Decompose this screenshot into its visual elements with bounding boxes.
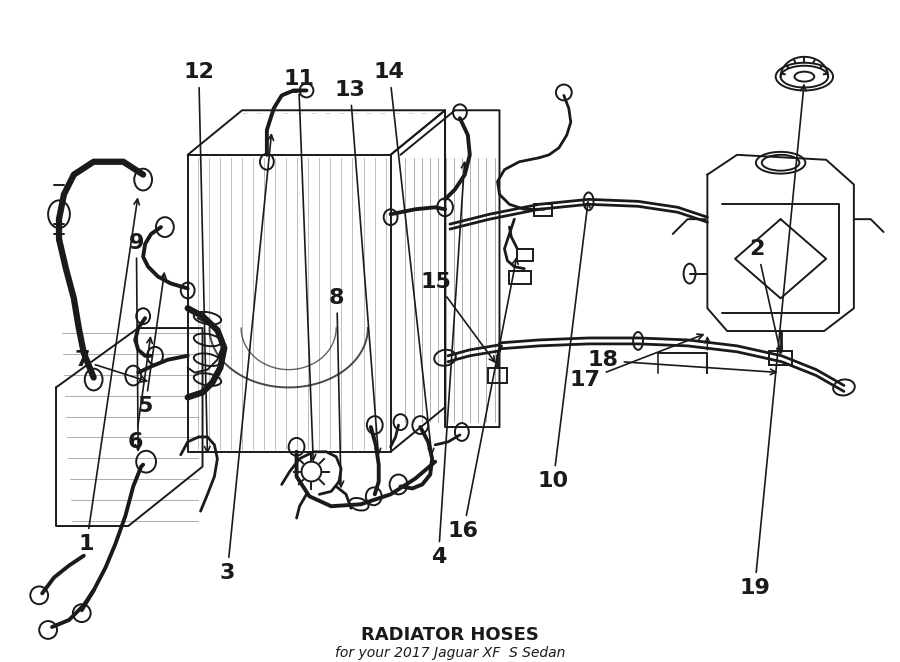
Text: RADIATOR HOSES: RADIATOR HOSES xyxy=(361,626,539,644)
Text: 16: 16 xyxy=(448,258,518,541)
Text: 15: 15 xyxy=(420,272,495,362)
Text: 3: 3 xyxy=(220,134,274,583)
Text: 11: 11 xyxy=(283,69,316,460)
Text: for your 2017 Jaguar XF  S Sedan: for your 2017 Jaguar XF S Sedan xyxy=(335,645,565,660)
Text: 6: 6 xyxy=(128,338,152,452)
Text: 17: 17 xyxy=(570,334,703,390)
Text: 12: 12 xyxy=(184,62,214,452)
Text: 13: 13 xyxy=(335,80,381,454)
Bar xyxy=(509,271,531,285)
Text: 7: 7 xyxy=(75,350,147,382)
Bar xyxy=(534,205,552,216)
Bar xyxy=(769,351,793,365)
Text: 18: 18 xyxy=(588,350,776,375)
Text: 10: 10 xyxy=(538,202,590,491)
Bar xyxy=(518,249,533,261)
Text: 4: 4 xyxy=(431,162,467,567)
Text: 14: 14 xyxy=(374,62,434,454)
Bar xyxy=(488,367,508,383)
Text: 8: 8 xyxy=(329,287,345,487)
Text: 5: 5 xyxy=(138,273,166,416)
Text: 9: 9 xyxy=(129,232,144,450)
Text: 1: 1 xyxy=(79,199,140,554)
Text: 19: 19 xyxy=(739,85,806,598)
Text: 2: 2 xyxy=(750,239,782,354)
